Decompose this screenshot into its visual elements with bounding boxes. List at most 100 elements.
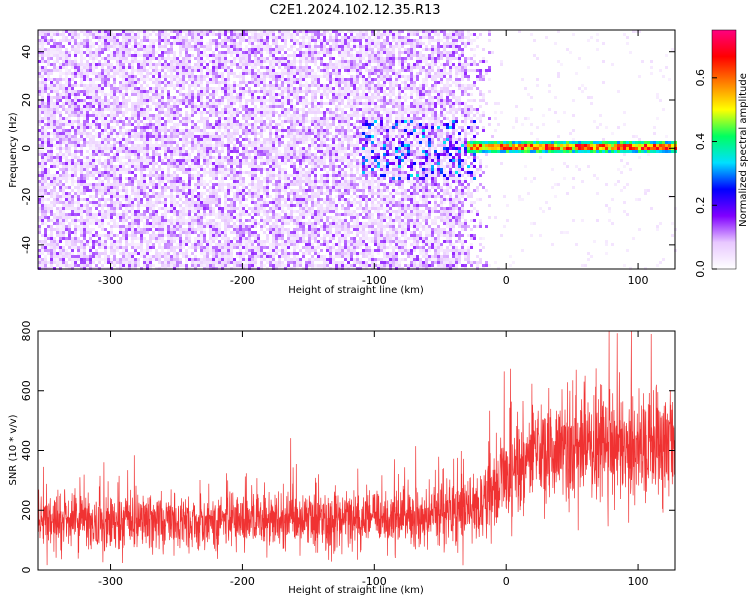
spectrogram-cell xyxy=(236,174,239,177)
spectrogram-cell xyxy=(131,207,134,210)
spectrogram-cell xyxy=(92,174,95,177)
spectrogram-cell xyxy=(152,99,155,102)
spectrogram-cell xyxy=(260,57,263,60)
spectrogram-cell xyxy=(47,48,50,51)
spectrogram-cell xyxy=(113,240,116,243)
spectrogram-cell xyxy=(155,138,158,141)
spectrogram-cell xyxy=(161,129,164,132)
spectrogram-cell xyxy=(245,249,248,252)
spectrogram-cell xyxy=(38,249,41,252)
spectrogram-cell xyxy=(131,225,134,228)
spectrogram-cell xyxy=(218,213,221,216)
spectrogram-cell xyxy=(74,255,77,258)
spectrogram-cell xyxy=(152,231,155,234)
spectrogram-cell xyxy=(56,231,59,234)
spectrogram-cell xyxy=(149,255,152,258)
spectrogram-cell xyxy=(62,210,65,213)
spectrogram-cell xyxy=(38,198,41,201)
spectrogram-cell xyxy=(56,87,59,90)
spectrogram-cell xyxy=(185,138,188,141)
spectrogram-cell xyxy=(86,48,89,51)
spectrogram-cell xyxy=(266,189,269,192)
spectrogram-cell xyxy=(194,237,197,240)
spectrogram-cell xyxy=(266,39,269,42)
spectrogram-cell xyxy=(185,162,188,165)
spectrogram-cell xyxy=(170,186,173,189)
spectrogram-cell xyxy=(38,174,41,177)
spectrogram-cell xyxy=(125,93,128,96)
spectrogram-cell xyxy=(230,243,233,246)
spectrogram-cell xyxy=(77,240,80,243)
spectrogram-cell xyxy=(56,66,59,69)
spectrogram-cell xyxy=(116,249,119,252)
spectrogram-cell xyxy=(89,108,92,111)
spectrogram-cell xyxy=(41,234,44,237)
spectrogram-cell xyxy=(80,111,83,114)
spectrogram-cell xyxy=(230,51,233,54)
spectrogram-cell xyxy=(170,228,173,231)
spectrogram-cell xyxy=(158,240,161,243)
spectrogram-cell xyxy=(233,159,236,162)
spectrogram-cell xyxy=(65,72,68,75)
spectrogram-cell xyxy=(230,225,233,228)
spectrogram-cell xyxy=(179,180,182,183)
spectrogram-cell xyxy=(53,120,56,123)
spectrogram-cell xyxy=(152,219,155,222)
spectrogram-cell xyxy=(146,114,149,117)
spectrogram-cell xyxy=(170,69,173,72)
spectrogram-cell xyxy=(104,105,107,108)
spectrogram-cell xyxy=(131,264,134,267)
spectrogram-cell xyxy=(110,237,113,240)
spectrogram-cell xyxy=(191,66,194,69)
spectrogram-cell xyxy=(263,186,266,189)
spectrogram-cell xyxy=(71,84,74,87)
spectrogram-cell xyxy=(254,30,257,33)
spectrogram-cell xyxy=(260,225,263,228)
spectrogram-cell xyxy=(194,39,197,42)
spectrogram-cell xyxy=(254,189,257,192)
spectrogram-cell xyxy=(257,108,260,111)
spectrogram-cell xyxy=(269,123,272,126)
spectrogram-cell xyxy=(224,189,227,192)
spectrogram-cell xyxy=(155,240,158,243)
spectrogram-cell xyxy=(134,81,137,84)
spectrogram-cell xyxy=(80,153,83,156)
spectrogram-cell xyxy=(251,183,254,186)
spectrogram-cell xyxy=(41,246,44,249)
spectrogram-cell xyxy=(146,246,149,249)
spectrogram-cell xyxy=(59,150,62,153)
spectrogram-cell xyxy=(89,135,92,138)
spectrogram-cell xyxy=(155,186,158,189)
spectrogram-cell xyxy=(104,141,107,144)
spectrogram-cell xyxy=(203,231,206,234)
spectrogram-cell xyxy=(266,111,269,114)
spectrogram-cell xyxy=(83,210,86,213)
spectrogram-cell xyxy=(68,60,71,63)
spectrogram-cell xyxy=(158,168,161,171)
spectrogram-cell xyxy=(140,216,143,219)
spectrogram-cell xyxy=(44,78,47,81)
spectrogram-cell xyxy=(92,171,95,174)
spectrogram-cell xyxy=(134,39,137,42)
spectrogram-cell xyxy=(167,135,170,138)
spectrogram-cell xyxy=(56,93,59,96)
spectrogram-cell xyxy=(212,240,215,243)
spectrogram-cell xyxy=(191,174,194,177)
spectrogram-cell xyxy=(65,63,68,66)
spectrogram-cell xyxy=(254,96,257,99)
spectrogram-cell xyxy=(41,51,44,54)
spectrogram-cell xyxy=(71,144,74,147)
spectrogram-cell xyxy=(242,231,245,234)
spectrogram-cell xyxy=(191,228,194,231)
spectrogram-cell xyxy=(95,84,98,87)
spectrogram-cell xyxy=(248,240,251,243)
spectrogram-cell xyxy=(146,108,149,111)
spectrogram-cell xyxy=(92,105,95,108)
spectrogram-cell xyxy=(221,213,224,216)
spectrogram-cell xyxy=(158,120,161,123)
spectrogram-cell xyxy=(209,162,212,165)
spectrogram-cell xyxy=(185,54,188,57)
spectrogram-cell xyxy=(254,210,257,213)
spectrogram-cell xyxy=(98,261,101,264)
spectrogram-cell xyxy=(149,99,152,102)
